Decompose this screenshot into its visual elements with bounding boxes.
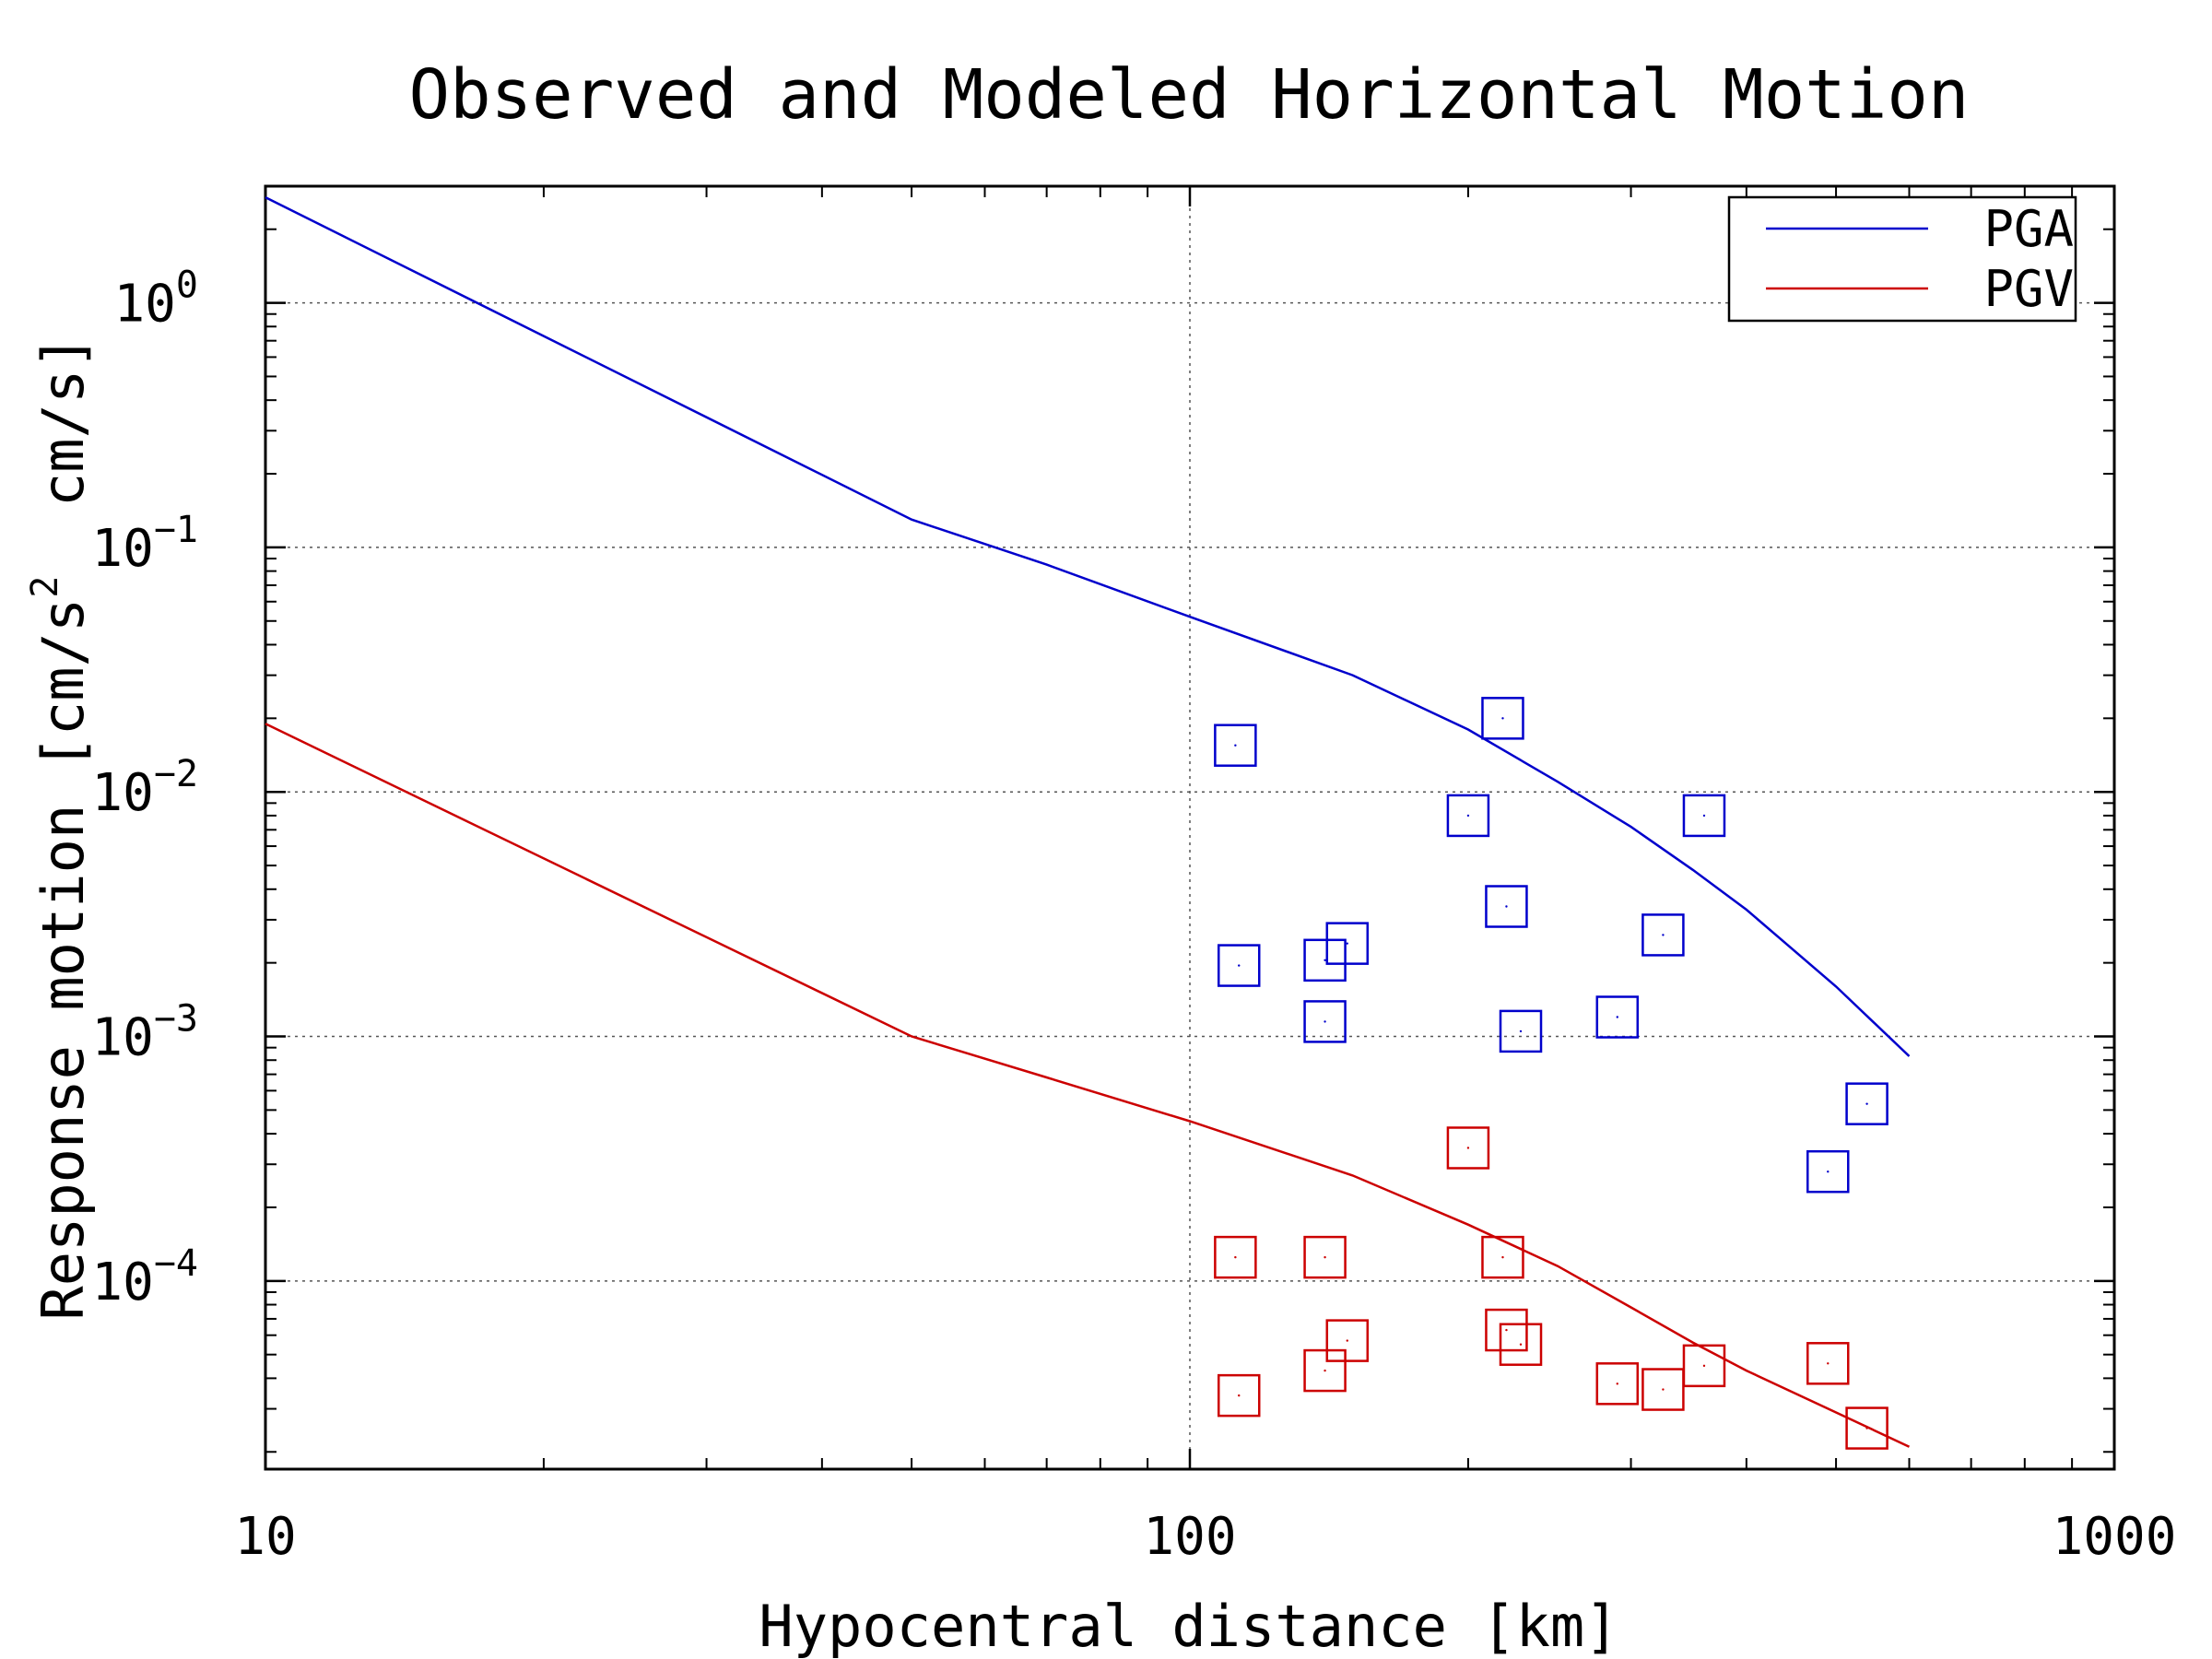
data-point-center bbox=[1466, 814, 1470, 818]
data-point bbox=[1446, 1126, 1490, 1170]
y-axis-label-sup: 2 bbox=[24, 576, 66, 598]
data-point-center bbox=[1865, 1102, 1868, 1105]
data-point bbox=[1303, 1235, 1347, 1279]
data-point-center bbox=[1346, 1339, 1348, 1342]
y-tick-labels: 100 10−1 10−2 10−3 10−4 bbox=[91, 265, 198, 1312]
x-tick-label: 10 bbox=[234, 1507, 296, 1567]
data-point bbox=[1641, 913, 1685, 957]
data-point bbox=[1446, 794, 1490, 838]
data-point bbox=[1806, 1342, 1850, 1385]
data-point-center bbox=[1234, 744, 1237, 747]
data-point bbox=[1595, 1362, 1640, 1406]
data-point bbox=[1682, 1344, 1726, 1388]
x-tick-label: 100 bbox=[1143, 1507, 1236, 1567]
data-point bbox=[1214, 1235, 1257, 1279]
data-point-center bbox=[1616, 1382, 1618, 1385]
data-point bbox=[1806, 1149, 1850, 1194]
x-tick-label: 1000 bbox=[2053, 1507, 2177, 1567]
legend-label-pga: PGA bbox=[1983, 200, 2074, 258]
data-point-center bbox=[1702, 814, 1706, 818]
data-point bbox=[1845, 1406, 1888, 1450]
series-line-pga bbox=[265, 195, 1911, 1057]
data-point-center bbox=[1827, 1170, 1830, 1173]
data-point-center bbox=[1505, 1328, 1508, 1332]
ticks bbox=[264, 186, 2116, 1469]
data-point bbox=[1303, 1000, 1347, 1043]
data-point-center bbox=[1662, 1388, 1665, 1391]
y-axis-label-tail: cm/s] bbox=[29, 335, 97, 575]
data-point-center bbox=[1324, 959, 1326, 962]
legend-label-pgv: PGV bbox=[1983, 260, 2074, 318]
data-point-center bbox=[1662, 934, 1665, 936]
series-line-pgv bbox=[265, 723, 1911, 1448]
data-point bbox=[1499, 1009, 1543, 1053]
y-axis-label: Response motion [cm/s2 cm/s] bbox=[24, 335, 97, 1320]
data-point bbox=[1217, 944, 1261, 987]
data-point-center bbox=[1234, 1255, 1237, 1259]
y-tick-label: 100 bbox=[113, 265, 198, 335]
data-point bbox=[1481, 1235, 1524, 1279]
data-point bbox=[1485, 885, 1528, 928]
data-point bbox=[1682, 794, 1726, 838]
data-point-center bbox=[1324, 1255, 1326, 1259]
data-point bbox=[1217, 1373, 1261, 1418]
y-tick-label: 10−2 bbox=[91, 753, 198, 823]
data-point bbox=[1303, 938, 1347, 982]
data-point-center bbox=[1865, 1427, 1868, 1430]
data-point-center bbox=[1505, 905, 1508, 908]
data-point-center bbox=[1501, 717, 1504, 720]
data-point-center bbox=[1827, 1362, 1830, 1365]
data-point bbox=[1303, 1348, 1347, 1393]
data-point bbox=[1325, 922, 1370, 965]
y-axis-label-main: Response motion [cm/s bbox=[29, 598, 97, 1321]
data-point-center bbox=[1519, 1343, 1523, 1346]
data-point-center bbox=[1238, 1394, 1241, 1397]
y-tick-label: 10−1 bbox=[91, 509, 198, 579]
data-point bbox=[1214, 724, 1257, 767]
grid bbox=[265, 186, 2114, 1469]
legend: PGA PGV bbox=[1727, 195, 2077, 323]
data-point bbox=[1845, 1082, 1888, 1125]
x-axis-label: Hypocentral distance [km] bbox=[759, 1593, 1618, 1659]
data-point-center bbox=[1466, 1147, 1470, 1149]
data-point-center bbox=[1519, 1030, 1523, 1033]
data-point bbox=[1325, 1319, 1370, 1362]
x-tick-labels: 10 100 1000 bbox=[234, 1507, 2176, 1567]
data-point-center bbox=[1702, 1364, 1706, 1368]
y-tick-label: 10−4 bbox=[91, 1242, 198, 1312]
chart-title: Observed and Modeled Horizontal Motion bbox=[409, 55, 1970, 135]
data-point-center bbox=[1324, 1020, 1326, 1023]
data-point bbox=[1595, 995, 1640, 1039]
data-point-center bbox=[1346, 942, 1348, 945]
y-tick-label: 10−3 bbox=[91, 998, 198, 1068]
legend-box bbox=[1727, 195, 2077, 323]
data-point-center bbox=[1501, 1255, 1504, 1259]
data-point bbox=[1481, 697, 1524, 740]
data-point bbox=[1641, 1368, 1685, 1411]
data-point bbox=[1499, 1323, 1543, 1366]
data-point-center bbox=[1616, 1016, 1618, 1018]
data-point-center bbox=[1238, 964, 1241, 967]
data-point bbox=[1485, 1308, 1528, 1352]
series-layer bbox=[265, 195, 1911, 1450]
data-point-center bbox=[1324, 1369, 1326, 1372]
